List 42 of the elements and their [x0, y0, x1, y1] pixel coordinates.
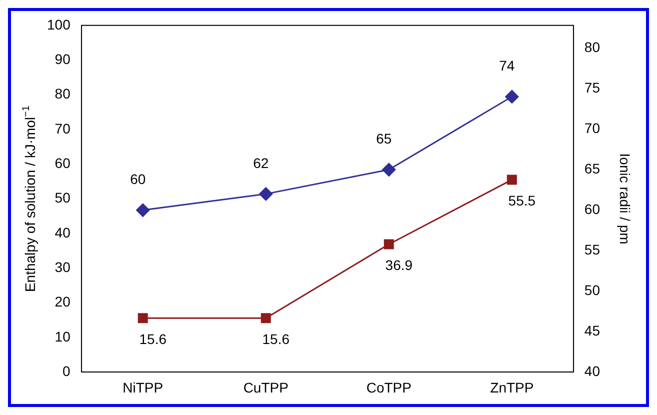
- y-tick-label: 30: [54, 259, 71, 276]
- x-tick-label: CuTPP: [243, 379, 288, 396]
- point: [136, 203, 150, 217]
- y-tick-label: 40: [54, 224, 71, 240]
- x-tick-label: NiTPP: [122, 379, 164, 396]
- y2-tick-label: 60: [584, 201, 600, 218]
- y2-tick-label: 75: [584, 79, 600, 96]
- data-label: 15.6: [262, 330, 290, 347]
- y-tick-label: 50: [54, 190, 71, 206]
- data-label: 55.5: [508, 192, 536, 209]
- y-tick-label: 20: [54, 294, 71, 310]
- data-label: 36.9: [385, 257, 413, 274]
- y-tick-label: 0: [62, 363, 71, 380]
- data-label: 65: [376, 130, 392, 146]
- y-tick-label: 80: [54, 86, 71, 102]
- data-label: 62: [253, 154, 269, 171]
- point: [382, 162, 396, 176]
- point: [259, 187, 273, 201]
- y2-tick-label: 80: [584, 38, 600, 55]
- y2-tick-label: 40: [584, 363, 600, 380]
- y-tick-label: 70: [54, 120, 71, 136]
- y2-tick-label: 65: [584, 160, 600, 176]
- x-tick-label: ZnTPP: [490, 379, 534, 396]
- y-tick-label: 10: [54, 328, 71, 344]
- point: [384, 239, 394, 250]
- y2-tick-label: 55: [584, 242, 600, 258]
- y-tick-label: 90: [54, 50, 71, 67]
- y2-tick-label: 50: [584, 282, 600, 298]
- y2-tick-label: 70: [584, 120, 600, 136]
- point: [138, 313, 148, 324]
- x-tick-label: CoTPP: [366, 379, 412, 396]
- data-label: 15.6: [139, 330, 167, 347]
- y2-tick-label: 45: [584, 322, 600, 339]
- y2-axis-title: Ionic radii / pm: [617, 153, 634, 244]
- y-tick-label: 60: [54, 154, 71, 171]
- data-label: 74: [499, 58, 515, 74]
- y-tick-label: 100: [47, 16, 71, 32]
- data-label: 60: [130, 171, 146, 188]
- point: [506, 174, 517, 185]
- y-axis-title: Enthalpy of solution / kJ·mol−1: [20, 105, 38, 292]
- point: [505, 90, 519, 104]
- point: [260, 313, 271, 324]
